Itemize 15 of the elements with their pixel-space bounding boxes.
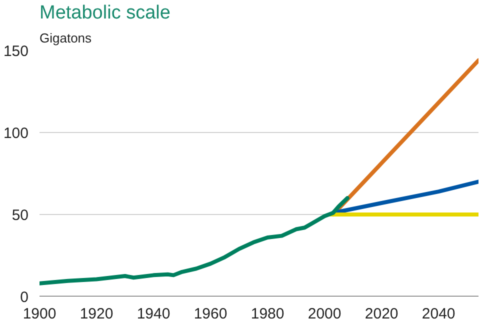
x-tick-label: 1980 [250, 306, 284, 321]
x-tick-label: 1900 [22, 306, 56, 321]
y-tick-label: 50 [12, 207, 29, 224]
y-tick-label: 0 [20, 289, 28, 306]
x-tick-label: 2040 [422, 306, 456, 321]
x-tick-label: 1920 [80, 306, 114, 321]
y-tick-label: 150 [3, 43, 29, 60]
x-tick-label: 1940 [136, 306, 170, 321]
x-tick-label: 2000 [308, 306, 342, 321]
x-tick-label: 2020 [364, 306, 398, 321]
chart-title: Metabolic scale [40, 2, 170, 24]
x-tick-label: 1960 [194, 306, 228, 321]
y-axis-title: Gigatons [40, 30, 92, 46]
line-series [40, 196, 350, 286]
y-tick-label: 100 [3, 125, 29, 142]
